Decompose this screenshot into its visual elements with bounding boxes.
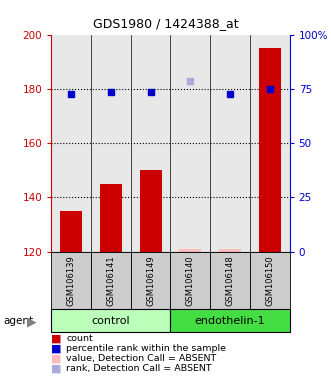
Bar bbox=[219, 249, 241, 252]
Text: GSM106140: GSM106140 bbox=[186, 255, 195, 306]
Text: agent: agent bbox=[3, 316, 33, 326]
Bar bbox=[140, 170, 162, 252]
Text: count: count bbox=[66, 334, 93, 343]
Text: ■: ■ bbox=[51, 344, 62, 354]
Text: GSM106148: GSM106148 bbox=[225, 255, 235, 306]
Text: endothelin-1: endothelin-1 bbox=[195, 316, 265, 326]
Text: GSM106150: GSM106150 bbox=[265, 255, 274, 306]
Bar bbox=[131, 252, 170, 309]
Text: control: control bbox=[92, 316, 130, 326]
Text: ▶: ▶ bbox=[26, 315, 36, 328]
Text: GSM106141: GSM106141 bbox=[106, 255, 116, 306]
Text: ■: ■ bbox=[51, 334, 62, 344]
Text: ■: ■ bbox=[51, 364, 62, 374]
Text: rank, Detection Call = ABSENT: rank, Detection Call = ABSENT bbox=[66, 364, 212, 373]
Bar bbox=[51, 309, 170, 332]
Bar bbox=[170, 252, 210, 309]
Bar bbox=[259, 48, 281, 252]
Text: GSM106139: GSM106139 bbox=[67, 255, 76, 306]
Bar bbox=[60, 211, 82, 252]
Bar bbox=[91, 252, 131, 309]
Bar bbox=[100, 184, 122, 252]
Text: GDS1980 / 1424388_at: GDS1980 / 1424388_at bbox=[93, 17, 238, 30]
Text: value, Detection Call = ABSENT: value, Detection Call = ABSENT bbox=[66, 354, 216, 363]
Text: GSM106149: GSM106149 bbox=[146, 255, 155, 306]
Bar bbox=[250, 252, 290, 309]
Text: percentile rank within the sample: percentile rank within the sample bbox=[66, 344, 226, 353]
Bar bbox=[179, 249, 201, 252]
Bar bbox=[170, 309, 290, 332]
Bar bbox=[51, 252, 91, 309]
Bar bbox=[210, 252, 250, 309]
Text: ■: ■ bbox=[51, 354, 62, 364]
